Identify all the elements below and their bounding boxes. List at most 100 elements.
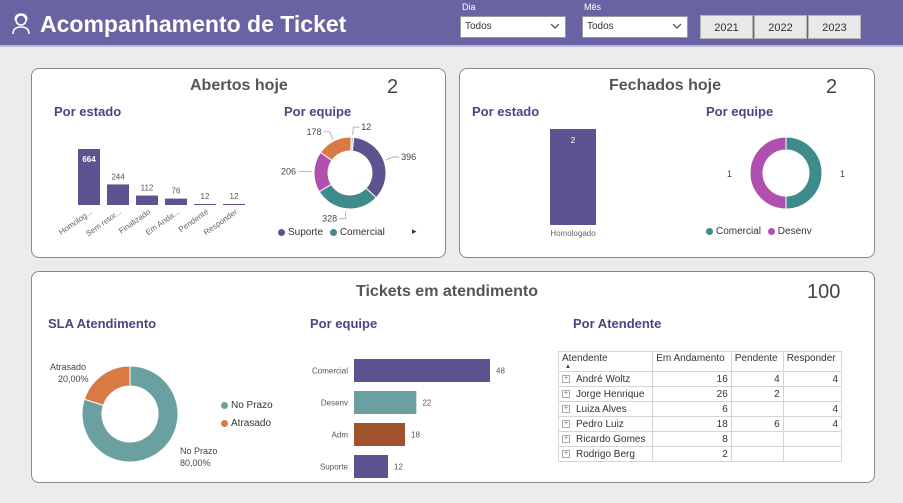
- value-cell: 4: [782, 401, 843, 417]
- dia-select[interactable]: Todos: [460, 16, 566, 38]
- sort-asc-icon: ▲: [565, 364, 571, 370]
- x-tick-label: Homologado: [550, 229, 596, 238]
- legend-dot: [329, 228, 337, 236]
- leader-line: [339, 210, 347, 220]
- bar-data-label: 48: [496, 367, 505, 376]
- bar: [107, 184, 129, 205]
- value-cell: [730, 401, 784, 417]
- donut-slice: [350, 136, 355, 152]
- table-row[interactable]: + André Woltz 16 4 4: [557, 371, 843, 387]
- y-tick-label: Suporte: [320, 463, 349, 472]
- bar-data-label: 18: [411, 431, 420, 440]
- sla-label-name: Atrasado: [50, 362, 86, 372]
- atendente-cell: + Luiza Alves: [557, 401, 654, 417]
- legend-next-icon[interactable]: ▸: [412, 226, 417, 236]
- expand-icon[interactable]: +: [562, 389, 570, 398]
- legend-atrasado: Atrasado: [231, 418, 272, 429]
- legend-dot: [767, 227, 775, 235]
- value-cell: 4: [730, 371, 784, 387]
- abertos-por-estado-label: Por estado: [54, 104, 122, 119]
- atendimento-por-equipe-label: Por equipe: [310, 316, 378, 331]
- table-row[interactable]: + Ricardo Gomes 8: [557, 431, 843, 447]
- value-cell: 4: [782, 371, 843, 387]
- abertos-legend: Suporte Comercial: [278, 227, 385, 238]
- donut-data-label: 12: [361, 122, 371, 132]
- legend-comercial: Comercial: [339, 227, 385, 238]
- expand-icon[interactable]: +: [562, 404, 570, 413]
- bar: [354, 455, 388, 478]
- bar: [354, 423, 405, 446]
- bar: [223, 203, 245, 205]
- table-row[interactable]: + Pedro Luiz 18 6 4: [557, 416, 843, 432]
- donut-data-label: 206: [281, 167, 296, 177]
- leader-line: [323, 131, 334, 140]
- fechados-por-estado-label: Por estado: [472, 104, 540, 119]
- agent-icon: [12, 13, 30, 35]
- legend-suporte: Suporte: [288, 227, 324, 238]
- abertos-equipe-donut-chart: 396 328 206 178 12: [281, 122, 416, 224]
- legend-dot: [221, 401, 228, 409]
- bar: [78, 149, 100, 205]
- fechados-card: Fechados hoje 2 Por estado Por equipe 2 H…: [459, 68, 875, 258]
- sla-label-name: No Prazo: [180, 446, 218, 456]
- bar: [354, 359, 490, 382]
- legend-dot: [278, 228, 285, 236]
- table-header-responder[interactable]: Responder: [782, 351, 843, 372]
- table-row[interactable]: + Luiza Alves 6 4: [557, 401, 843, 417]
- fechados-count: 2: [826, 76, 838, 98]
- table-row[interactable]: + Rodrigo Berg 2: [557, 446, 843, 462]
- y-tick-label: Desenv: [321, 399, 348, 408]
- page-title: Acompanhamento de Ticket: [40, 11, 347, 37]
- header-bar: Acompanhamento de Ticket Dia Todos Mês T…: [0, 0, 903, 47]
- mes-select[interactable]: Todos: [582, 16, 688, 38]
- value-cell: [730, 446, 784, 462]
- bar-data-label: 76: [172, 187, 181, 196]
- year-button-2023[interactable]: 2023: [808, 15, 861, 39]
- value-cell: 6: [652, 401, 732, 417]
- value-cell: [782, 386, 843, 402]
- chevron-down-icon: [550, 23, 560, 29]
- atendente-cell: + Ricardo Gomes: [557, 431, 654, 447]
- atendente-table: Atendente ▲ Em Andamento Pendente Respond…: [557, 351, 843, 462]
- bar: [165, 198, 187, 205]
- bar: [550, 129, 596, 225]
- year-button-2022[interactable]: 2022: [754, 15, 807, 39]
- chevron-down-icon: [672, 23, 682, 29]
- expand-icon[interactable]: +: [562, 419, 570, 428]
- donut-data-label: 1: [840, 169, 845, 179]
- y-tick-label: Adm: [332, 431, 349, 440]
- atendente-name: Pedro Luiz: [576, 418, 624, 430]
- por-atendente-label: Por Atendente: [573, 316, 662, 331]
- donut-slice: [83, 365, 131, 406]
- value-cell: 4: [782, 416, 843, 432]
- legend-dot: [706, 227, 713, 235]
- bar-data-label: 112: [141, 184, 154, 193]
- table-row[interactable]: + Jorge Henrique 26 2: [557, 386, 843, 402]
- table-header-em-andamento[interactable]: Em Andamento: [652, 351, 732, 372]
- expand-icon[interactable]: +: [562, 449, 570, 458]
- abertos-por-equipe-label: Por equipe: [284, 104, 352, 119]
- table-header-atendente[interactable]: Atendente ▲: [557, 351, 654, 372]
- atendente-cell: + Rodrigo Berg: [557, 446, 654, 462]
- expand-icon[interactable]: +: [562, 374, 570, 383]
- value-cell: 2: [652, 446, 732, 462]
- atendente-cell: + Jorge Henrique: [557, 386, 654, 402]
- donut-data-label: 328: [322, 214, 337, 224]
- y-tick-label: Comercial: [312, 367, 348, 376]
- donut-slice: [81, 365, 179, 463]
- legend-desenv: Desenv: [777, 226, 812, 237]
- bar-data-label: 12: [201, 192, 210, 201]
- expand-icon[interactable]: +: [562, 434, 570, 443]
- atendente-name: Rodrigo Berg: [576, 448, 635, 460]
- fechados-estado-bar-chart: 2 Homologado: [550, 129, 596, 238]
- fechados-por-equipe-label: Por equipe: [706, 104, 774, 119]
- bar-data-label: 664: [82, 155, 96, 164]
- value-cell: [782, 446, 843, 462]
- year-button-2021[interactable]: 2021: [700, 15, 753, 39]
- atendente-name: Luiza Alves: [576, 403, 627, 415]
- table-header-pendente[interactable]: Pendente: [730, 351, 784, 372]
- value-cell: [782, 431, 843, 447]
- bar: [136, 195, 158, 205]
- value-cell: [730, 431, 784, 447]
